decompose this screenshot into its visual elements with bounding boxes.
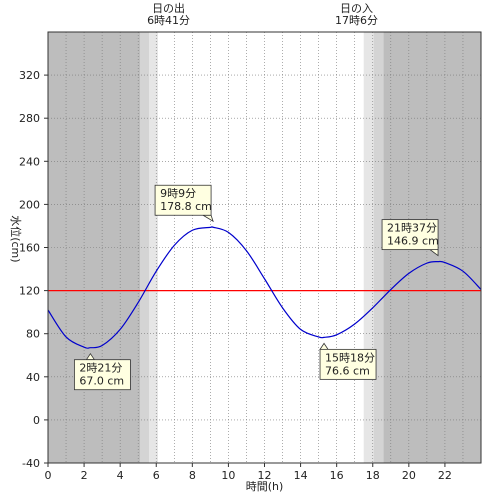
y-axis-label: 水位(cm) (9, 215, 23, 262)
x-tick-label: 10 (221, 469, 235, 482)
callout-value: 67.0 cm (79, 375, 124, 388)
callout-value: 178.8 cm (160, 200, 212, 213)
x-axis-ticks: 0 2 4 6 8 10 12 14 16 18 20 22 (45, 463, 452, 482)
sunrise-label: 日の出 6時41分 (147, 1, 190, 27)
y-axis-ticks: -40 0 40 80 120 160 200 240 280 320 (19, 69, 48, 470)
y-tick-label: 280 (19, 112, 40, 125)
sunrise-title: 日の出 (152, 1, 185, 15)
callout-box (381, 219, 439, 251)
x-tick-label: 2 (81, 469, 88, 482)
y-tick-label: 200 (19, 198, 40, 211)
x-tick-label: 18 (366, 469, 380, 482)
callout-value: 146.9 cm (387, 235, 439, 248)
y-tick-label: 0 (33, 414, 40, 427)
y-tick-label: 320 (19, 69, 40, 82)
callout-box (319, 348, 377, 380)
x-tick-label: 8 (189, 469, 196, 482)
x-tick-label: 4 (117, 469, 124, 482)
x-tick-label: 0 (45, 469, 52, 482)
x-tick-label: 22 (438, 469, 452, 482)
sunrise-time: 6時41分 (147, 14, 190, 27)
callout-box (154, 184, 212, 216)
y-tick-label: -40 (22, 457, 40, 470)
x-tick-label: 16 (330, 469, 344, 482)
x-axis-label: 時間(h) (246, 480, 284, 493)
callout-time: 9時9分 (160, 187, 196, 200)
x-tick-label: 12 (258, 469, 272, 482)
sunset-title: 日の入 (340, 2, 373, 15)
y-tick-label: 240 (19, 155, 40, 168)
callout-time: 2時21分 (79, 362, 122, 375)
twilight-band-evening-inner (363, 32, 374, 463)
callout-box (73, 359, 131, 391)
sunset-time: 17時6分 (335, 14, 378, 27)
y-tick-label: 80 (26, 328, 40, 341)
sunset-label: 日の入 17時6分 (335, 2, 378, 27)
y-tick-label: 40 (26, 371, 40, 384)
callout-time: 21時37分 (387, 222, 437, 235)
callout-time: 15時18分 (325, 351, 375, 364)
daylight-band (158, 32, 364, 463)
x-tick-label: 14 (294, 469, 308, 482)
plot-frame (47, 31, 482, 464)
x-tick-label: 6 (153, 469, 160, 482)
y-tick-label: 160 (19, 242, 40, 255)
y-tick-label: 120 (19, 285, 40, 298)
callout-value: 76.6 cm (325, 364, 370, 377)
x-tick-label: 20 (402, 469, 416, 482)
tide-curve (47, 226, 482, 349)
